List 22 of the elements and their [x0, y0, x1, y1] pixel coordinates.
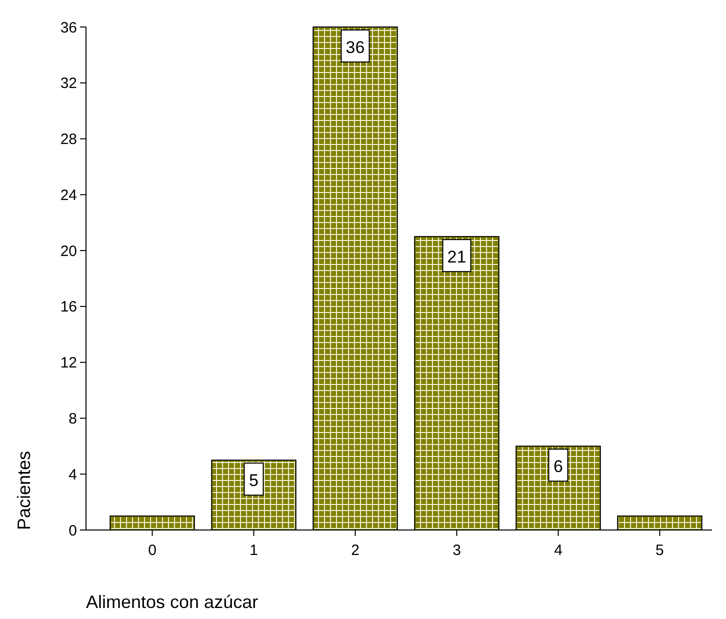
data-label: 5: [249, 471, 258, 490]
y-tick-label: 16: [60, 298, 77, 316]
x-axis-title: Alimentos con azúcar: [86, 592, 258, 612]
x-tick-label: 2: [351, 542, 360, 559]
y-tick-label: 8: [68, 410, 77, 428]
data-label: 6: [554, 457, 563, 476]
data-label: 21: [447, 248, 466, 267]
y-tick-label: 12: [60, 354, 77, 372]
y-tick-label: 20: [60, 242, 77, 260]
y-tick-label: 24: [60, 186, 77, 204]
y-tick-label: 0: [68, 522, 77, 540]
x-tick-label: 5: [656, 542, 664, 559]
y-tick-label: 4: [68, 466, 77, 484]
x-tick-label: 4: [554, 542, 562, 559]
x-tick-label: 1: [250, 542, 258, 559]
y-tick-label: 28: [60, 131, 77, 148]
y-axis-title: Pacientes: [14, 450, 34, 530]
data-label: 36: [346, 38, 365, 57]
x-tick-label: 0: [148, 542, 156, 559]
x-tick-label: 3: [452, 542, 461, 559]
y-tick-label: 32: [60, 75, 77, 92]
y-tick-label: 36: [60, 19, 77, 36]
